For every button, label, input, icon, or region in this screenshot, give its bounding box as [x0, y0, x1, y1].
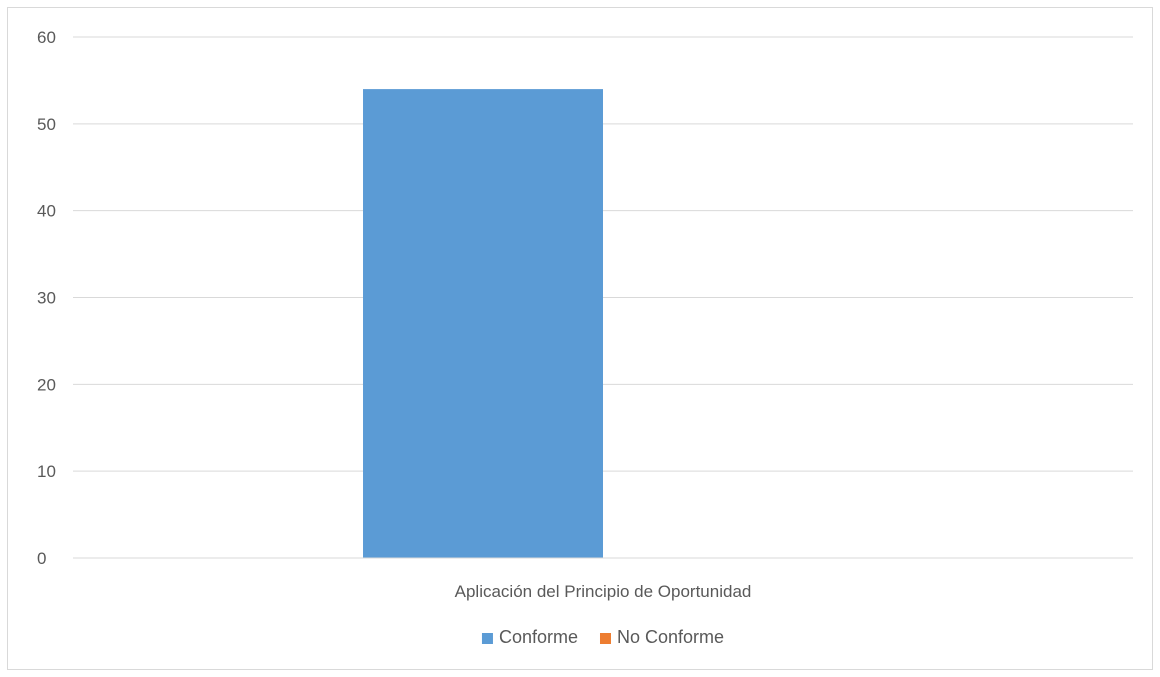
- y-axis-ticks: 0 10 20 30 40 50 60: [37, 28, 56, 568]
- legend-label: No Conforme: [617, 627, 724, 647]
- y-tick-label: 20: [37, 375, 56, 394]
- legend: Conforme No Conforme: [481, 627, 724, 647]
- y-tick-label: 60: [37, 28, 56, 47]
- y-tick-label: 40: [37, 202, 56, 221]
- legend-item-conforme: Conforme: [481, 627, 578, 647]
- y-tick-label: 0: [37, 549, 46, 568]
- legend-label: Conforme: [499, 627, 578, 647]
- bars: [363, 89, 603, 558]
- y-tick-label: 10: [37, 462, 56, 481]
- legend-swatch: [481, 633, 493, 644]
- legend-item-no-conforme: No Conforme: [599, 627, 724, 647]
- x-axis-ticks: Aplicación del Principio de Oportunidad: [455, 582, 752, 601]
- x-tick-label: Aplicación del Principio de Oportunidad: [455, 582, 752, 601]
- y-tick-label: 30: [37, 289, 56, 308]
- y-tick-label: 50: [37, 115, 56, 134]
- bar-conforme: [363, 89, 603, 558]
- legend-swatch: [599, 633, 611, 644]
